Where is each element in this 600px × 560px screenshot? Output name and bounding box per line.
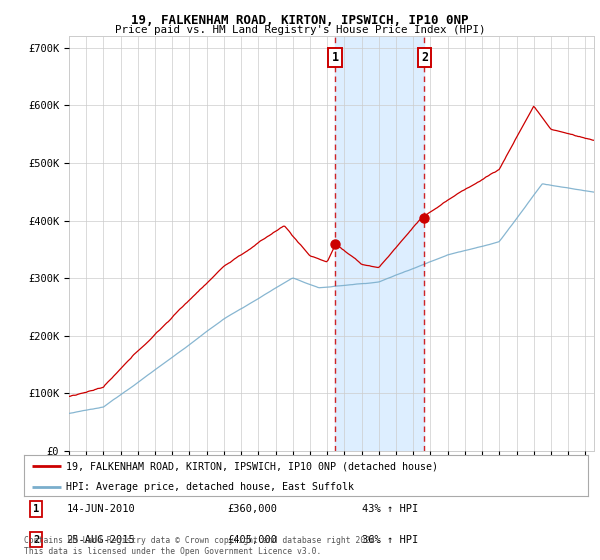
Text: 1: 1: [33, 504, 40, 514]
Text: 14-JUN-2010: 14-JUN-2010: [66, 504, 135, 514]
Text: 2: 2: [33, 535, 40, 544]
Text: HPI: Average price, detached house, East Suffolk: HPI: Average price, detached house, East…: [66, 482, 354, 492]
Bar: [335, 36, 424, 451]
Text: 43% ↑ HPI: 43% ↑ HPI: [362, 504, 419, 514]
Text: 19, FALKENHAM ROAD, KIRTON, IPSWICH, IP10 0NP: 19, FALKENHAM ROAD, KIRTON, IPSWICH, IP1…: [131, 14, 469, 27]
Text: Price paid vs. HM Land Registry's House Price Index (HPI): Price paid vs. HM Land Registry's House …: [115, 25, 485, 35]
Text: 2: 2: [421, 51, 428, 64]
Text: 19, FALKENHAM ROAD, KIRTON, IPSWICH, IP10 0NP (detached house): 19, FALKENHAM ROAD, KIRTON, IPSWICH, IP1…: [66, 461, 438, 471]
Text: 36% ↑ HPI: 36% ↑ HPI: [362, 535, 419, 544]
Text: £405,000: £405,000: [227, 535, 277, 544]
Text: 1: 1: [331, 51, 338, 64]
Text: £360,000: £360,000: [227, 504, 277, 514]
Text: 25-AUG-2015: 25-AUG-2015: [66, 535, 135, 544]
Text: Contains HM Land Registry data © Crown copyright and database right 2024.
This d: Contains HM Land Registry data © Crown c…: [24, 536, 380, 556]
